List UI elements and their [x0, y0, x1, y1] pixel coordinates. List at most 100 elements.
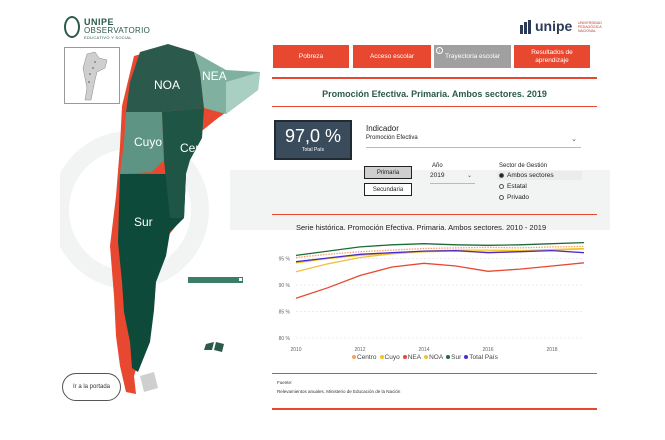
radio-privado-label: Privado [507, 194, 530, 201]
mini-map[interactable] [64, 47, 120, 104]
unipe-mark-icon [520, 20, 531, 34]
kpi-value: 97,0 % [284, 126, 342, 146]
fuente-label: Fuente: [277, 380, 293, 385]
unipe-logo-name: unipe [535, 18, 573, 34]
label-centro: Centro [180, 141, 216, 155]
legend-label: Centro [357, 354, 377, 361]
y-tick-label: 80 % [279, 336, 291, 342]
radio-empty-icon [499, 195, 504, 200]
radio-ambos-sectores[interactable]: Ambos sectores [497, 171, 582, 180]
fuente-text: Relevamientos anuales. Ministerio de Edu… [277, 389, 401, 394]
tab-resultados-aprendizaje[interactable]: Resultados de aprendizaje [514, 45, 590, 68]
legend-dot-icon [379, 355, 384, 359]
label-nea: NEA [202, 69, 227, 83]
sector-label: Sector de Gestión [499, 163, 548, 169]
legend-dot-icon [352, 355, 356, 359]
unipe-logo-sub: UNIVERSIDAD PEDAGÓGICA NACIONAL [578, 21, 602, 33]
series-line-noa [295, 248, 585, 273]
tab-pobreza-label: Pobreza [298, 52, 324, 60]
series-line-total-país [295, 249, 585, 263]
info-icon[interactable]: i [436, 47, 443, 54]
legend-dot-icon [402, 355, 407, 359]
radio-empty-icon [499, 184, 504, 189]
tab-resultados-label: Resultados de aprendizaje [531, 48, 573, 64]
region-noa[interactable] [126, 44, 204, 112]
divider-top [272, 77, 597, 79]
chevron-down-icon: ⌄ [466, 173, 472, 179]
tierra-del-fuego [140, 372, 158, 392]
region-nea-east[interactable] [226, 72, 260, 114]
divider-chart [272, 214, 597, 215]
legend-item[interactable]: NEA [402, 354, 422, 361]
legend-label: Sur [451, 354, 462, 361]
anio-label: Año [432, 163, 443, 169]
divider-footer [272, 408, 597, 410]
label-sur: Sur [134, 215, 153, 229]
logo-line1: UNIPE [84, 17, 115, 27]
legend-item[interactable]: Centro [352, 354, 377, 361]
legend-item[interactable]: Sur [446, 354, 461, 361]
logo-line3: EDUCATIVO Y SOCIAL [84, 35, 132, 40]
radio-estatal-label: Estatal [507, 183, 527, 190]
anio-value: 2019 [430, 172, 445, 179]
observatorio-logo[interactable]: UNIPE OBSERVATORIO EDUCATIVO Y SOCIAL [64, 16, 154, 40]
y-tick-label: 90 % [279, 283, 291, 289]
tab-trayectoria-escolar[interactable]: i Trayectoria escolar [434, 45, 511, 68]
chevron-down-icon: ⌄ [571, 136, 577, 143]
logo-line2: OBSERVATORIO [84, 26, 151, 35]
x-tick-label: 2014 [418, 347, 429, 353]
radio-ambos-label: Ambos sectores [507, 172, 554, 179]
x-tick-label: 2016 [482, 347, 493, 353]
region-centro[interactable] [162, 108, 204, 218]
legend-dot-icon [464, 355, 469, 359]
y-tick-label: 85 % [279, 310, 291, 316]
anio-select[interactable]: 2019 ⌄ [430, 172, 475, 184]
map-scale-bar [188, 277, 243, 283]
chart-title: Serie histórica. Promoción Efectiva. Pri… [296, 223, 547, 232]
x-tick-label: 2012 [354, 347, 365, 353]
y-tick-label: 95 % [279, 257, 291, 263]
tab-trayectoria-label: Trayectoria escolar [444, 52, 501, 60]
legend-label: NOA [429, 354, 444, 361]
radio-privado[interactable]: Privado [497, 193, 582, 202]
series-line-centro [295, 245, 585, 259]
secundaria-button[interactable]: Secundaria [364, 183, 412, 196]
legend-item[interactable]: Cuyo [379, 354, 400, 361]
region-cuyo[interactable] [120, 112, 164, 174]
line-chart[interactable]: 95 % 90 % 85 % 80 % 2010 2012 2014 2016 2018 [272, 232, 597, 367]
label-cuyo: Cuyo [134, 135, 162, 149]
label-noa: NOA [154, 78, 180, 92]
mini-map-shape [82, 51, 108, 101]
chart-legend: Centro Cuyo NEA NOA Sur Total País [352, 354, 498, 361]
legend-item[interactable]: NOA [424, 354, 443, 361]
divider-bottom [272, 373, 597, 374]
radio-estatal[interactable]: Estatal [497, 182, 582, 191]
indicador-label: Indicador [366, 124, 399, 133]
region-sur[interactable] [118, 174, 186, 372]
divider-title [272, 106, 597, 107]
series-line-sur [295, 241, 585, 257]
legend-label: Total País [469, 354, 498, 361]
x-tick-label: 2010 [290, 347, 301, 353]
series-line-nea [295, 262, 585, 299]
kpi-label: Total País [302, 147, 324, 153]
regions-map[interactable]: NOA NEA Cuyo Centro Sur [108, 42, 268, 394]
x-tick-label: 2018 [546, 347, 557, 353]
page-title: Promoción Efectiva. Primaria. Ambos sect… [322, 89, 547, 99]
legend-dot-icon [424, 355, 429, 359]
legend-label: Cuyo [384, 354, 400, 361]
primaria-button[interactable]: Primaria [364, 166, 412, 179]
tab-acceso-escolar[interactable]: Acceso escolar [353, 45, 431, 68]
legend-label: NEA [407, 354, 422, 361]
indicador-value: Promoción Efectiva [366, 135, 418, 141]
kpi-card: 97,0 % Total País [274, 120, 352, 160]
ir-a-la-portada-button[interactable]: Ir a la portada [62, 373, 121, 401]
legend-dot-icon [446, 355, 451, 359]
indicador-select[interactable]: Promoción Efectiva ⌄ [366, 135, 581, 148]
unipe-logo[interactable]: unipe UNIVERSIDAD PEDAGÓGICA NACIONAL [520, 18, 610, 38]
radio-selected-icon [499, 173, 504, 178]
logo-o-icon [64, 16, 80, 38]
legend-item[interactable]: Total País [464, 354, 498, 361]
tab-pobreza[interactable]: Pobreza [273, 45, 349, 68]
tab-acceso-label: Acceso escolar [369, 52, 415, 60]
